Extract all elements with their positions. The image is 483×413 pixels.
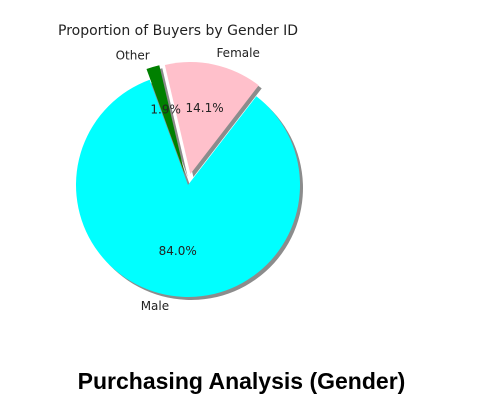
slice-percent-male: 84.0% xyxy=(159,244,197,258)
slice-percent-female: 14.1% xyxy=(186,101,224,115)
slice-percent-other: 1.9% xyxy=(150,102,181,116)
slice-label-other: Other xyxy=(116,49,150,63)
page-caption: Purchasing Analysis (Gender) xyxy=(77,368,406,394)
pie-chart-figure: Proportion of Buyers by Gender ID Male 84… xyxy=(58,23,304,313)
slice-label-female: Female xyxy=(216,46,259,60)
pie-slices xyxy=(76,62,301,297)
pie-chart: Male 84.0% Female 14.1% Other 1.9% xyxy=(76,46,304,313)
pie-slice-other xyxy=(146,65,185,175)
pie-labels: Male 84.0% Female 14.1% Other 1.9% xyxy=(116,46,260,313)
pie-slice-male xyxy=(76,79,301,297)
pie-slice-female xyxy=(164,62,259,175)
chart-title: Proportion of Buyers by Gender ID xyxy=(58,23,299,39)
slice-label-male: Male xyxy=(141,299,169,313)
